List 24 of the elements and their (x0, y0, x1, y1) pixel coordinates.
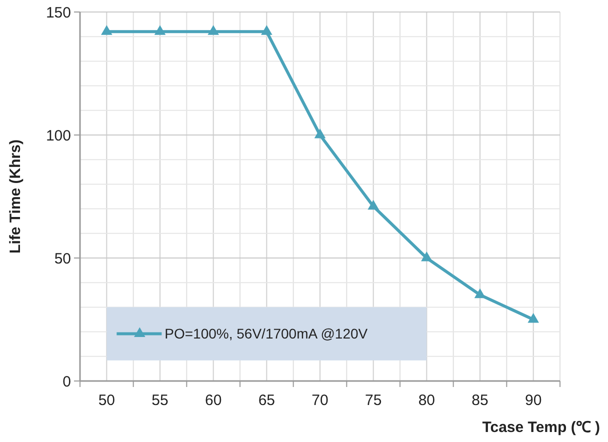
y-tick-label: 50 (54, 250, 71, 268)
point (421, 251, 432, 262)
x-tick-label: 70 (312, 392, 328, 409)
point (154, 25, 166, 35)
point (101, 25, 112, 35)
point (528, 312, 539, 323)
x-tick-label: 60 (204, 392, 222, 409)
x-axis-title: Tcase Temp (℃ ) (482, 419, 600, 436)
x-tick-label: 65 (258, 392, 276, 409)
x-tick-label: 90 (524, 392, 542, 409)
point (208, 25, 219, 35)
x-tick-label: 75 (364, 392, 382, 409)
legend-label: PO=100%, 56V/1700mA @120V (164, 326, 368, 342)
point (368, 200, 379, 210)
x-tick-label: 80 (418, 392, 436, 409)
y-tick-label: 100 (46, 127, 71, 144)
x-tick-label: 85 (472, 392, 488, 409)
y-axis-title: Life Time (Khrs) (7, 140, 24, 254)
y-tick-label: 150 (46, 4, 71, 22)
y-tick-label: 0 (62, 373, 71, 390)
x-tick-label: 55 (152, 392, 168, 409)
point (314, 128, 326, 138)
point (261, 25, 272, 35)
x-tick-label: 50 (98, 392, 116, 409)
